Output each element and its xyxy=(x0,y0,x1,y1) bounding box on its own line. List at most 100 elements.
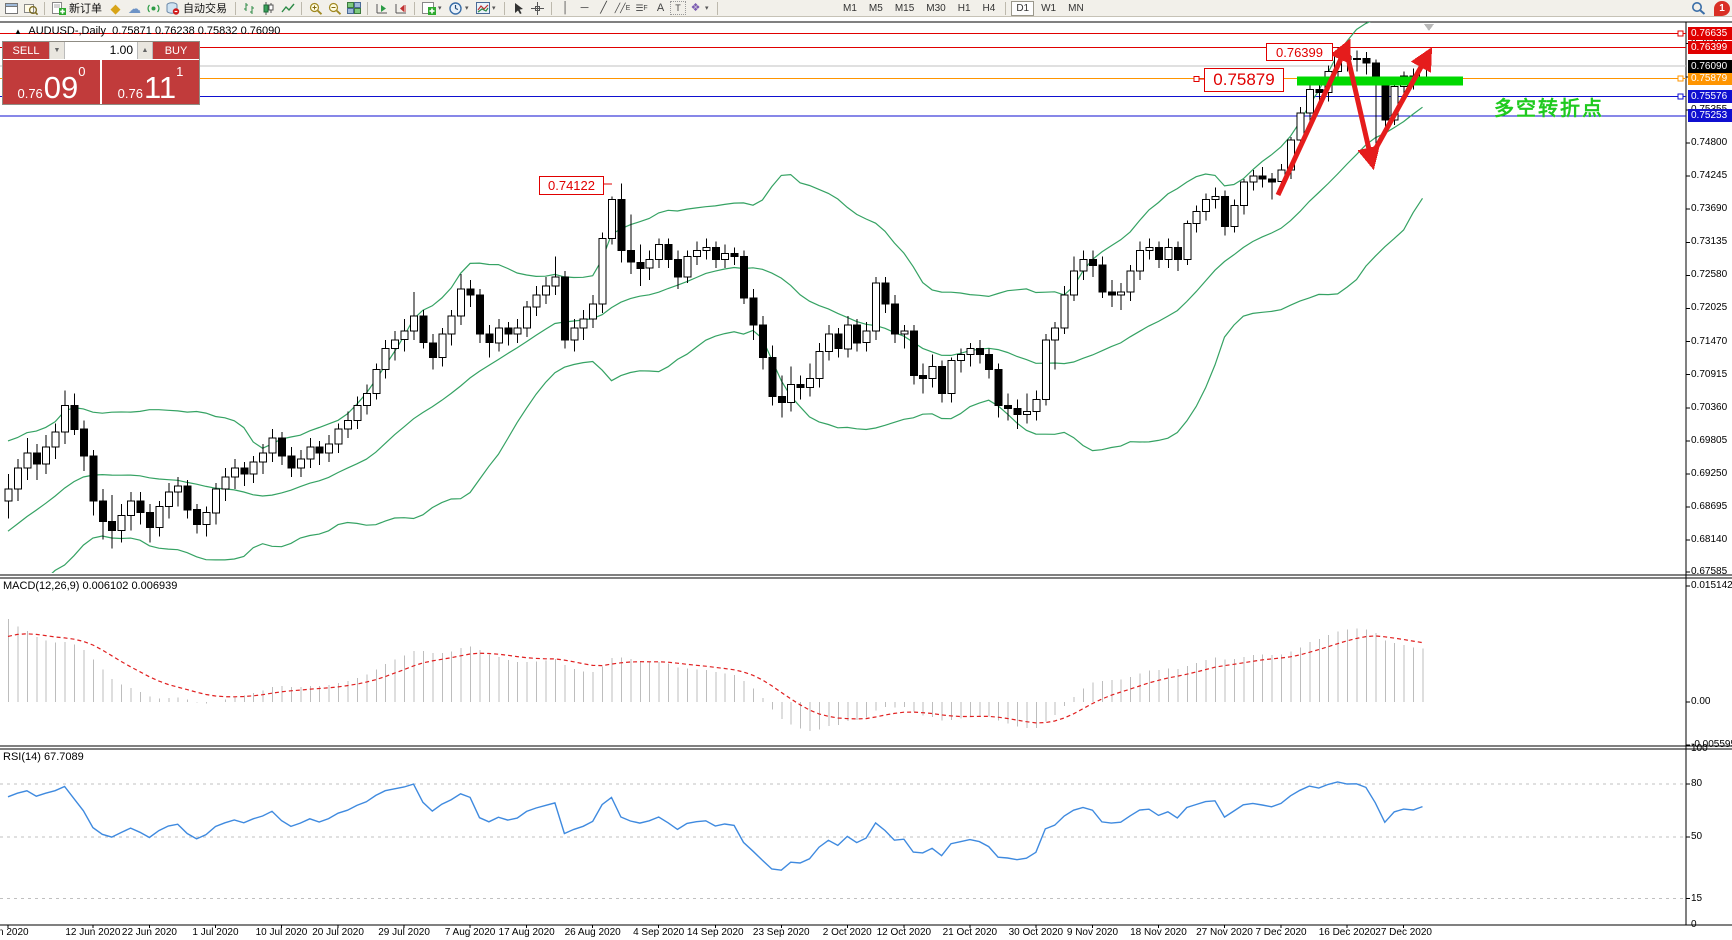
chart-profiles-icon[interactable] xyxy=(21,1,40,16)
candlestick-chart-icon[interactable] xyxy=(259,1,278,16)
tab-timeframe-m15[interactable]: M15 xyxy=(894,2,915,14)
crosshair-icon[interactable] xyxy=(528,1,547,16)
data-window-icon[interactable]: ☁ xyxy=(128,0,141,16)
sell-price-button[interactable]: 0.76 09 0 xyxy=(3,60,100,104)
time-axis-label: 29 Jul 2020 xyxy=(378,927,430,938)
rsi-scale-label: 100 xyxy=(1691,743,1708,754)
price-tick-label: 0.71470 xyxy=(1691,335,1728,347)
price-level-badge: 0.75879 xyxy=(1688,72,1732,86)
price-annotation-box[interactable]: 0.76399 xyxy=(1266,43,1333,61)
chart-shift-icon[interactable] xyxy=(391,1,410,16)
toolbar-separator xyxy=(301,1,302,15)
text-label-tool-icon[interactable]: T xyxy=(670,1,686,15)
lot-increase-button[interactable]: ▲ xyxy=(137,42,153,59)
channel-tool-icon[interactable]: ╱╱ E xyxy=(614,2,631,13)
lot-decrease-button[interactable]: ▼ xyxy=(49,42,65,59)
price-tick-label: 0.72025 xyxy=(1691,302,1728,314)
level-drag-handle[interactable] xyxy=(1677,75,1684,82)
main-chart-panel xyxy=(0,22,1686,573)
toolbar-separator xyxy=(504,1,505,15)
time-axis-label: 27 Nov 2020 xyxy=(1196,927,1253,938)
bar-chart-icon[interactable] xyxy=(240,1,259,16)
autotrading-icon[interactable] xyxy=(163,1,182,16)
toolbar-separator xyxy=(367,1,368,15)
auto-scroll-icon[interactable] xyxy=(372,1,391,16)
current-price-badge: 0.76090 xyxy=(1688,59,1732,73)
market-watch-icon[interactable]: ◆ xyxy=(110,0,121,16)
periods-icon[interactable] xyxy=(446,1,465,16)
new-order-icon[interactable] xyxy=(49,1,68,16)
templates-icon[interactable] xyxy=(473,1,492,16)
periods-dropdown-caret[interactable]: ▾ xyxy=(465,5,469,12)
new-chart-icon[interactable] xyxy=(2,1,21,16)
candles-group xyxy=(4,47,1427,549)
arrows-tool-icon[interactable]: ❖ xyxy=(690,1,701,14)
indicators-icon[interactable] xyxy=(419,1,438,16)
chart-note-text[interactable]: 多空转折点 xyxy=(1494,98,1604,120)
line-chart-icon[interactable] xyxy=(278,1,297,16)
trend-arrow[interactable] xyxy=(1373,47,1433,150)
new-order-label[interactable]: 新订单 xyxy=(69,3,102,15)
buy-button[interactable]: BUY xyxy=(153,42,199,59)
rsi-scale-label: 0 xyxy=(1691,919,1697,930)
tab-timeframe-m30[interactable]: M30 xyxy=(926,2,946,14)
lot-size-input[interactable]: 1.00 xyxy=(65,42,137,59)
bollinger-middle-band xyxy=(7,106,1423,532)
time-axis-label: 12 Oct 2020 xyxy=(876,927,932,938)
chart-shift-marker[interactable] xyxy=(1424,24,1434,31)
symbol-marker-icon: ▲ xyxy=(14,27,22,36)
toolbar-separator xyxy=(44,1,45,15)
fibonacci-tool-icon[interactable]: ☰ F xyxy=(635,2,648,13)
tab-timeframe-mn[interactable]: MN xyxy=(1068,2,1084,14)
tab-timeframe-d1[interactable]: D1 xyxy=(1011,0,1035,16)
toolbar: 新订单 ◆ ☁ 自动交易 xyxy=(0,0,1732,17)
time-axis-label: 23 Sep 2020 xyxy=(752,927,810,938)
text-tool-icon[interactable]: A xyxy=(656,1,665,14)
price-tick-label: 0.68140 xyxy=(1691,534,1728,546)
time-axis-label: 10 Jul 2020 xyxy=(255,927,308,938)
rsi-scale-label: 80 xyxy=(1691,778,1703,790)
price-tick-label: 0.70360 xyxy=(1691,401,1728,413)
level-drag-handle[interactable] xyxy=(1677,93,1684,100)
cursor-icon[interactable] xyxy=(509,1,528,16)
trendline-tool-icon[interactable]: ╱ xyxy=(600,1,607,14)
time-axis-label: 2 Oct 2020 xyxy=(822,927,872,938)
indicators-dropdown-caret[interactable]: ▾ xyxy=(438,5,442,12)
macd-scale-label: -0.005595 xyxy=(1691,738,1732,750)
time-axis-label: 20 Jul 2020 xyxy=(312,927,364,938)
vertical-line-tool-icon[interactable]: │ xyxy=(562,1,569,14)
sell-button[interactable]: SELL xyxy=(3,42,49,59)
buy-price-button[interactable]: 0.76 11 1 xyxy=(102,60,199,104)
macd-histogram xyxy=(8,619,1424,731)
arrows-dropdown-caret[interactable]: ▾ xyxy=(705,5,709,12)
object-handle[interactable] xyxy=(1193,76,1200,82)
price-tick-label: 0.73135 xyxy=(1691,236,1728,248)
templates-dropdown-caret[interactable]: ▾ xyxy=(492,5,496,12)
price-annotation-box[interactable]: 0.74122 xyxy=(539,176,604,195)
search-icon[interactable] xyxy=(1689,1,1708,16)
price-annotation-box[interactable]: 0.75879 xyxy=(1204,68,1284,92)
trend-arrow[interactable] xyxy=(1275,38,1352,197)
time-axis-label: 22 Jun 2020 xyxy=(121,927,177,938)
toolbar-separator xyxy=(1005,1,1007,15)
tab-timeframe-w1[interactable]: W1 xyxy=(1041,2,1057,14)
tile-windows-icon[interactable] xyxy=(344,1,363,16)
tab-timeframe-m5[interactable]: M5 xyxy=(868,2,883,14)
zoom-out-icon[interactable] xyxy=(325,1,344,16)
time-axis-label: 12 Jun 2020 xyxy=(65,927,121,938)
price-tick-label: 0.69805 xyxy=(1691,434,1728,446)
rsi-indicator-label: RSI(14) 67.7089 xyxy=(3,751,84,763)
notification-badge[interactable]: 1 xyxy=(1714,0,1730,16)
horizontal-line-tool-icon[interactable]: ─ xyxy=(580,1,589,14)
navigator-icon[interactable] xyxy=(144,1,163,16)
zoom-in-icon[interactable] xyxy=(306,1,325,16)
tab-timeframe-m1[interactable]: M1 xyxy=(843,2,857,14)
tab-timeframe-h1[interactable]: H1 xyxy=(957,2,971,14)
toolbar-separator xyxy=(717,1,718,15)
tab-timeframe-h4[interactable]: H4 xyxy=(982,2,996,14)
autotrading-label[interactable]: 自动交易 xyxy=(183,3,227,15)
trend-arrow[interactable] xyxy=(1345,57,1380,171)
level-drag-handle[interactable] xyxy=(1677,30,1684,37)
